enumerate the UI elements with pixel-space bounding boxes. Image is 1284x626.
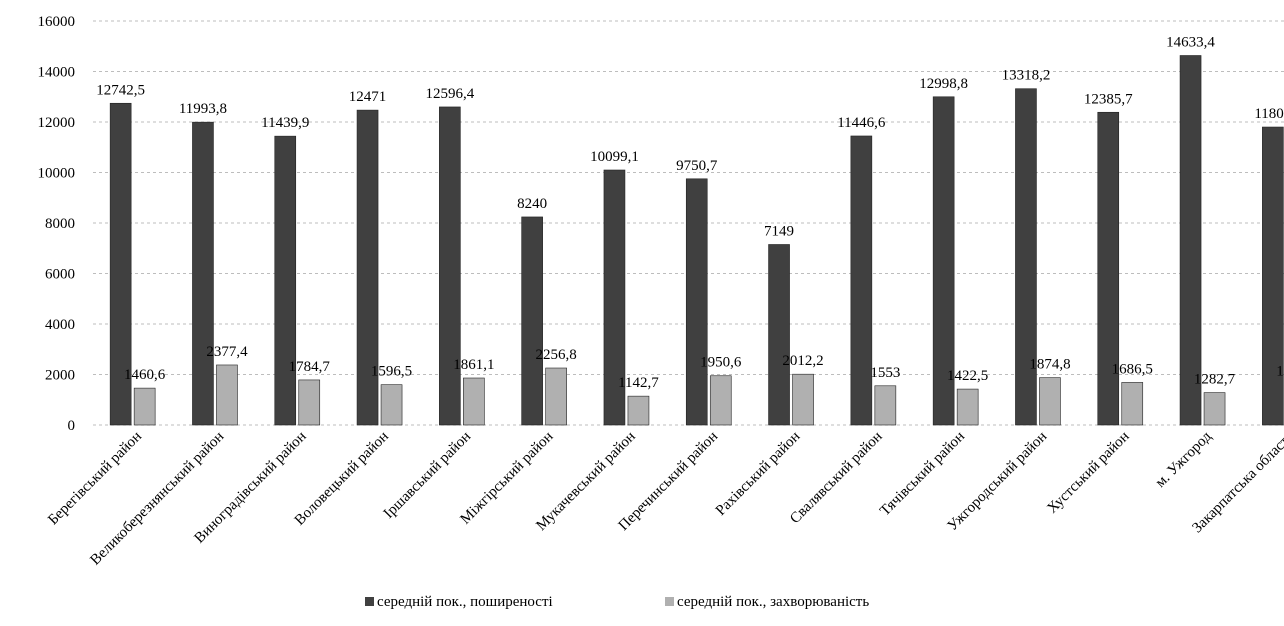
y-tick-label: 16000 <box>38 14 76 30</box>
bar-prevalence <box>1262 126 1284 426</box>
data-label-prevalence: 10099,1 <box>590 149 639 165</box>
bar-incidence <box>545 367 567 426</box>
bar-incidence <box>298 379 321 426</box>
data-label-incidence: 1686,5 <box>1112 361 1153 377</box>
bar-prevalence <box>932 96 955 426</box>
data-label-incidence: 2256,8 <box>536 347 577 363</box>
y-tick-label: 10000 <box>38 166 76 182</box>
y-tick-label: 12000 <box>38 115 76 131</box>
x-category-label: Іршавський район <box>381 429 474 522</box>
data-label-incidence: 1861,1 <box>453 357 494 373</box>
bar-prevalence <box>356 109 379 426</box>
y-tick-label: 2000 <box>45 368 75 384</box>
bar-incidence <box>874 385 897 426</box>
bar-prevalence <box>521 216 543 426</box>
bar-incidence <box>1203 392 1226 426</box>
bar-incidence <box>792 373 814 426</box>
x-category-label: Воловецький район <box>292 429 392 529</box>
y-tick-label: 6000 <box>45 267 75 283</box>
bar-incidence <box>380 384 403 426</box>
data-label-prevalence: 11446,6 <box>837 115 886 131</box>
bar-prevalence <box>274 135 297 426</box>
x-category-label: Рахівський район <box>713 429 803 519</box>
bar-incidence <box>627 395 650 426</box>
bars <box>109 55 1284 426</box>
bar-incidence <box>1121 382 1144 426</box>
data-label-prevalence: 13318,2 <box>1002 68 1051 84</box>
bar-prevalence <box>1097 111 1120 426</box>
x-category-label: Хустський район <box>1044 429 1132 517</box>
data-label-incidence: 1784,7 <box>289 359 331 375</box>
data-labels: 12742,5 1460,6 11993,8 2377,4 11439,9 1784,7 1… <box>96 35 1284 392</box>
data-label-incidence: 1950,6 <box>700 355 742 371</box>
data-label-incidence: 2012,2 <box>782 353 823 369</box>
legend-label-prevalence: середній пок., поширеності <box>377 594 553 610</box>
data-label-incidence: 1460,6 <box>124 367 166 383</box>
data-label-prevalence: 12596,4 <box>425 86 474 102</box>
x-category-label: м. Ужгород <box>1153 428 1216 491</box>
data-label-prevalence: 12998,8 <box>919 76 968 92</box>
bar-prevalence <box>1015 88 1037 426</box>
data-label-incidence: 1874,8 <box>1029 357 1070 373</box>
y-tick-label: 0 <box>68 418 76 434</box>
bar-prevalence <box>768 244 790 426</box>
data-label-prevalence: 14633,4 <box>1166 35 1215 51</box>
legend-swatch-incidence <box>665 597 674 606</box>
y-axis-ticks: 0 2000 4000 6000 8000 10000 12000 14000 16000 <box>38 14 76 434</box>
x-category-label: Міжгірський район <box>457 429 556 528</box>
bar-prevalence <box>439 106 461 426</box>
bar-prevalence <box>685 178 708 426</box>
y-tick-label: 14000 <box>38 65 76 81</box>
bar-incidence <box>463 377 485 426</box>
bar-prevalence <box>603 169 626 426</box>
data-label-incidence: 1601,7 <box>1276 364 1284 380</box>
data-label-prevalence: 12385,7 <box>1084 91 1133 107</box>
data-label-incidence: 2377,4 <box>206 344 248 360</box>
data-label-prevalence: 11993,8 <box>179 101 227 117</box>
y-tick-label: 4000 <box>45 317 75 333</box>
bar-incidence <box>216 364 238 426</box>
bar-prevalence <box>850 135 873 426</box>
data-label-incidence: 1422,5 <box>947 368 988 384</box>
data-label-incidence: 1282,7 <box>1194 372 1236 388</box>
y-tick-label: 8000 <box>45 216 75 232</box>
data-label-prevalence: 12471 <box>349 89 387 105</box>
bar-incidence <box>1039 377 1061 426</box>
bar-incidence <box>133 387 156 426</box>
x-category-label: Великоберезнянський район <box>87 429 227 569</box>
legend: середній пок., поширеності середній пок.… <box>365 594 869 610</box>
data-label-prevalence: 8240 <box>517 196 547 212</box>
data-label-incidence: 1596,5 <box>371 364 412 380</box>
bar-prevalence <box>109 102 132 426</box>
data-label-prevalence: 9750,7 <box>676 158 718 174</box>
legend-swatch-prevalence <box>365 597 374 606</box>
data-label-incidence: 1142,7 <box>618 375 659 391</box>
x-category-label: Свалявський район <box>787 429 886 528</box>
bar-incidence <box>956 388 979 426</box>
bar-prevalence <box>1179 55 1202 426</box>
x-category-label: Тячівський район <box>877 429 968 520</box>
data-label-prevalence: 12742,5 <box>96 82 145 98</box>
data-label-incidence: 1553 <box>870 365 900 381</box>
bar-incidence <box>709 375 732 426</box>
data-label-prevalence: 11439,9 <box>261 115 309 131</box>
data-label-prevalence: 7149 <box>764 223 794 239</box>
bar-prevalence <box>192 121 214 426</box>
legend-label-incidence: середній пок., захворюваність <box>677 594 869 610</box>
